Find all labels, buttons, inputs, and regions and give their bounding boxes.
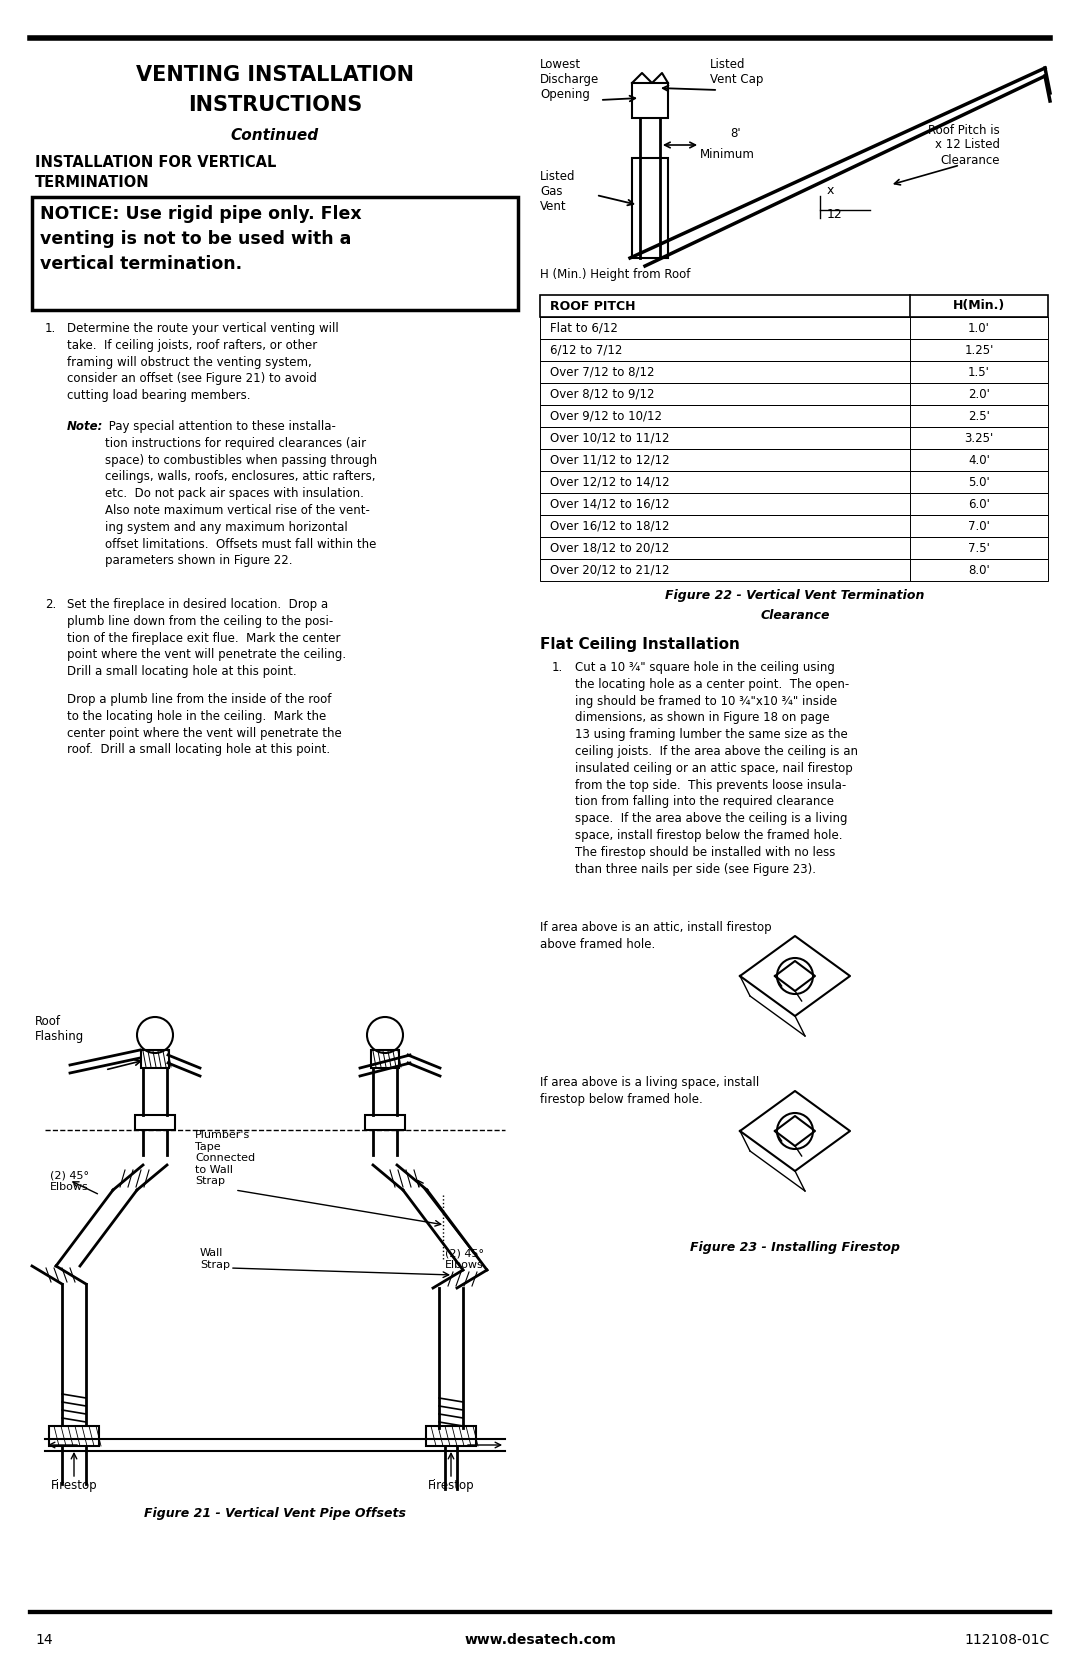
Text: Over 7/12 to 8/12: Over 7/12 to 8/12 [550, 366, 654, 379]
Text: 2.0': 2.0' [968, 387, 990, 401]
Text: NOTICE: Use rigid pipe only. Flex
venting is not to be used with a
vertical term: NOTICE: Use rigid pipe only. Flex ventin… [40, 205, 362, 274]
Text: Over 16/12 to 18/12: Over 16/12 to 18/12 [550, 519, 670, 532]
Text: Figure 23 - Installing Firestop: Figure 23 - Installing Firestop [690, 1242, 900, 1253]
Text: Listed
Gas
Vent: Listed Gas Vent [540, 170, 576, 214]
Bar [32, 197, 518, 310]
Bar [540, 492, 1048, 516]
Text: x: x [826, 184, 834, 197]
Text: 8': 8' [730, 127, 741, 140]
Text: 2.: 2. [45, 598, 56, 611]
Text: Cut a 10 ¾" square hole in the ceiling using
the locating hole as a center point: Cut a 10 ¾" square hole in the ceiling u… [575, 661, 858, 876]
Text: Firestop: Firestop [51, 1479, 97, 1492]
Text: Continued: Continued [231, 129, 319, 144]
Text: 1.5': 1.5' [968, 366, 990, 379]
Text: ROOF PITCH: ROOF PITCH [550, 299, 635, 312]
Text: Lowest
Discharge
Opening: Lowest Discharge Opening [540, 58, 599, 102]
Text: Set the fireplace in desired location.  Drop a
plumb line down from the ceiling : Set the fireplace in desired location. D… [67, 598, 346, 678]
Bar [135, 1115, 175, 1130]
Text: Over 20/12 to 21/12: Over 20/12 to 21/12 [550, 564, 670, 576]
Text: Over 8/12 to 9/12: Over 8/12 to 9/12 [550, 387, 654, 401]
Bar [365, 1115, 405, 1130]
Bar [540, 449, 1048, 471]
Bar [372, 1050, 399, 1068]
Bar [540, 537, 1048, 559]
Text: 2.5': 2.5' [968, 409, 990, 422]
Text: Minimum: Minimum [700, 149, 755, 160]
Text: VENTING INSTALLATION: VENTING INSTALLATION [136, 65, 414, 85]
Text: Flat Ceiling Installation: Flat Ceiling Installation [540, 638, 740, 653]
Bar [632, 83, 669, 118]
Text: If area above is a living space, install
firestop below framed hole.: If area above is a living space, install… [540, 1077, 759, 1107]
Text: Over 11/12 to 12/12: Over 11/12 to 12/12 [550, 454, 670, 467]
Bar [540, 317, 1048, 339]
Text: 7.0': 7.0' [968, 519, 990, 532]
Text: 1.: 1. [552, 661, 564, 674]
Text: Roof Pitch is
x 12 Listed
Clearance: Roof Pitch is x 12 Listed Clearance [928, 124, 1000, 167]
Text: Determine the route your vertical venting will
take.  If ceiling joists, roof ra: Determine the route your vertical ventin… [67, 322, 339, 402]
Bar [632, 159, 669, 259]
Bar [540, 406, 1048, 427]
Text: Pay special attention to these installa-
tion instructions for required clearanc: Pay special attention to these installa-… [105, 421, 377, 567]
Text: Over 9/12 to 10/12: Over 9/12 to 10/12 [550, 409, 662, 422]
Bar [540, 471, 1048, 492]
Text: INSTALLATION FOR VERTICAL: INSTALLATION FOR VERTICAL [35, 155, 276, 170]
Text: H(Min.): H(Min.) [953, 299, 1005, 312]
Text: Clearance: Clearance [760, 609, 829, 623]
Text: 3.25': 3.25' [964, 432, 994, 444]
Text: If area above is an attic, install firestop
above framed hole.: If area above is an attic, install fires… [540, 921, 771, 951]
Text: 8.0': 8.0' [968, 564, 990, 576]
Text: Over 12/12 to 14/12: Over 12/12 to 14/12 [550, 476, 670, 489]
Bar [540, 427, 1048, 449]
Text: 4.0': 4.0' [968, 454, 990, 467]
Text: (2) 45°
Elbows: (2) 45° Elbows [445, 1248, 484, 1270]
Bar [49, 1425, 99, 1445]
Text: Wall
Strap: Wall Strap [200, 1248, 230, 1270]
Bar [141, 1050, 168, 1068]
Bar [540, 295, 1048, 317]
Text: Plumber's
Tape
Connected
to Wall
Strap: Plumber's Tape Connected to Wall Strap [195, 1130, 255, 1187]
Text: H (Min.) Height from Roof: H (Min.) Height from Roof [540, 269, 690, 280]
Text: Firestop: Firestop [428, 1479, 474, 1492]
Text: 14: 14 [35, 1632, 53, 1647]
Text: Drop a plumb line from the inside of the roof
to the locating hole in the ceilin: Drop a plumb line from the inside of the… [67, 693, 341, 756]
Bar [540, 516, 1048, 537]
Text: 1.0': 1.0' [968, 322, 990, 334]
Text: 6/12 to 7/12: 6/12 to 7/12 [550, 344, 622, 357]
Text: 1.: 1. [45, 322, 56, 335]
Bar [540, 382, 1048, 406]
Text: 1.25': 1.25' [964, 344, 994, 357]
Text: Over 14/12 to 16/12: Over 14/12 to 16/12 [550, 497, 670, 511]
Text: Over 18/12 to 20/12: Over 18/12 to 20/12 [550, 541, 670, 554]
Text: (2) 45°
Elbows: (2) 45° Elbows [50, 1170, 89, 1192]
Text: 7.5': 7.5' [968, 541, 990, 554]
Bar [426, 1425, 476, 1445]
Text: Over 10/12 to 11/12: Over 10/12 to 11/12 [550, 432, 670, 444]
Text: INSTRUCTIONS: INSTRUCTIONS [188, 95, 362, 115]
Text: Figure 22 - Vertical Vent Termination: Figure 22 - Vertical Vent Termination [665, 589, 924, 603]
Bar [540, 361, 1048, 382]
Text: 12: 12 [827, 209, 842, 222]
Text: www.desatech.com: www.desatech.com [464, 1632, 616, 1647]
Text: TERMINATION: TERMINATION [35, 175, 150, 190]
Bar [540, 559, 1048, 581]
Text: 5.0': 5.0' [968, 476, 990, 489]
Text: Listed
Vent Cap: Listed Vent Cap [710, 58, 764, 87]
Text: Roof
Flashing: Roof Flashing [35, 1015, 84, 1043]
Text: Flat to 6/12: Flat to 6/12 [550, 322, 618, 334]
Text: 6.0': 6.0' [968, 497, 990, 511]
Text: 112108-01C: 112108-01C [964, 1632, 1050, 1647]
Text: Note:: Note: [67, 421, 104, 432]
Bar [540, 339, 1048, 361]
Text: Figure 21 - Vertical Vent Pipe Offsets: Figure 21 - Vertical Vent Pipe Offsets [144, 1507, 406, 1520]
